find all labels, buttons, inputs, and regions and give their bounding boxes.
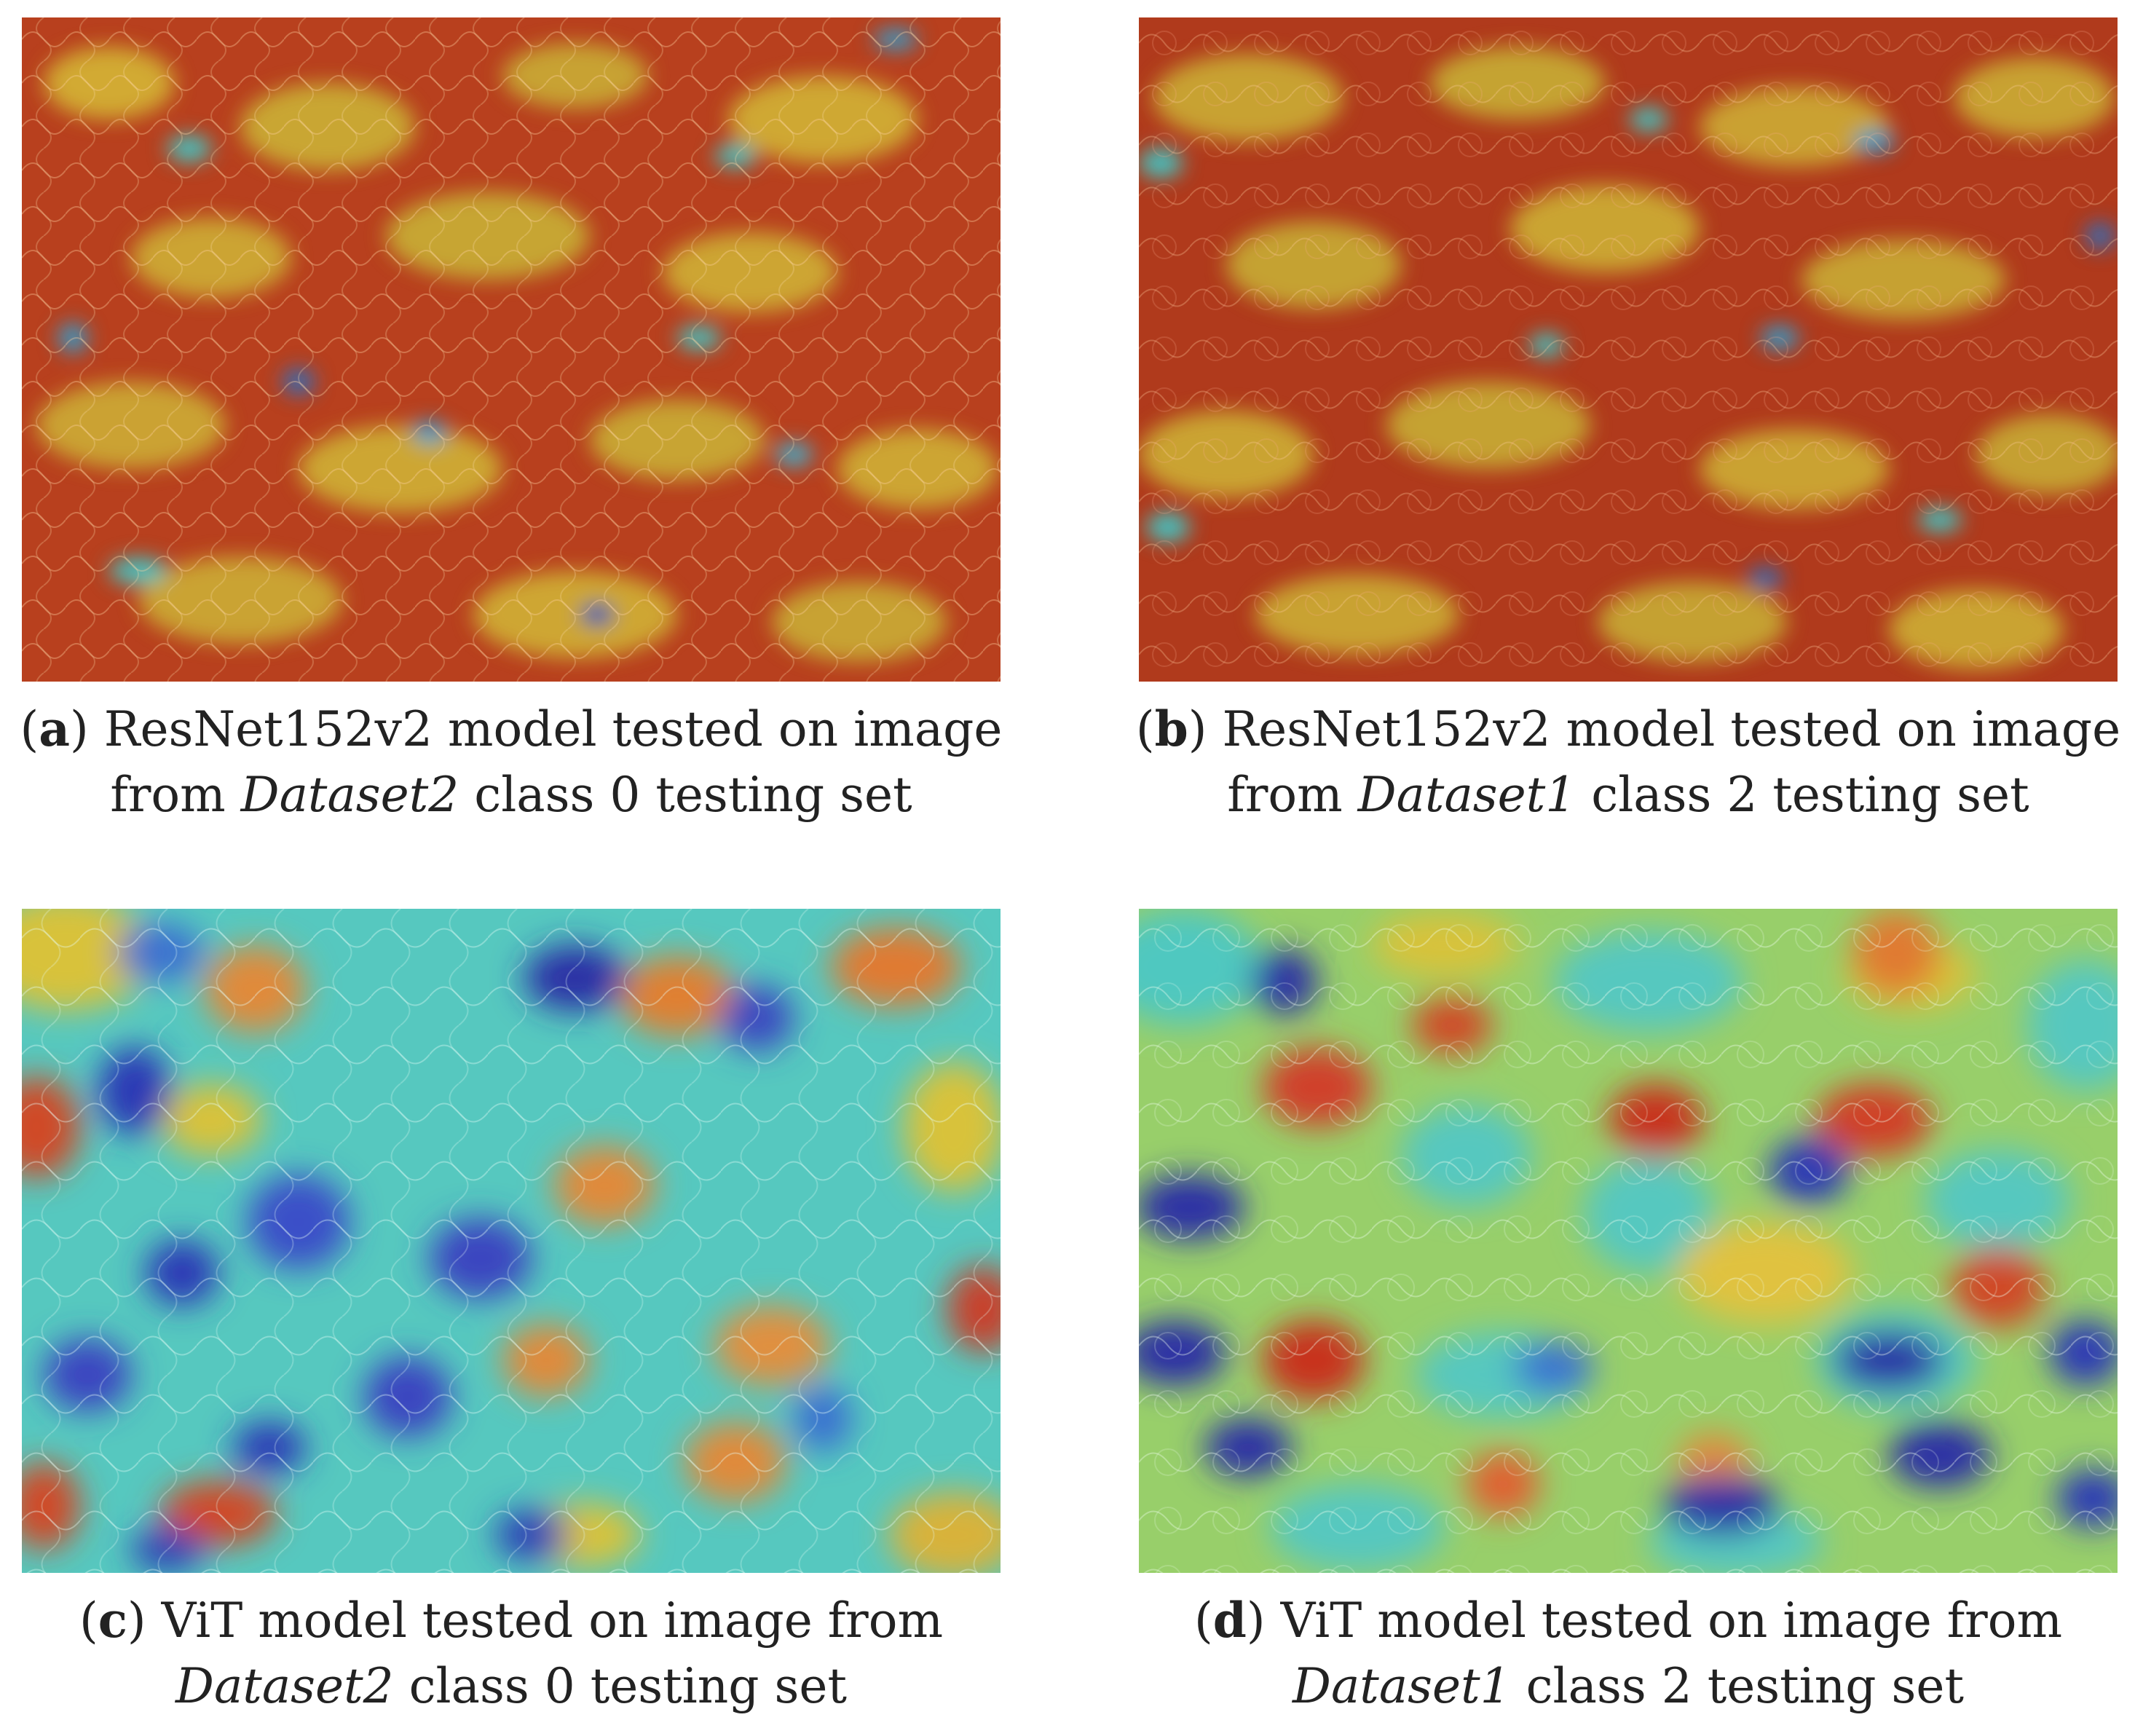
caption-d-dataset: Dataset1: [1293, 1658, 1511, 1714]
caption-c-text: ViT model tested on image from: [161, 1593, 944, 1649]
heatmap-image-b: [1139, 17, 2118, 682]
caption-a-letter: a: [39, 701, 71, 757]
heatmap-image-d: [1139, 909, 2118, 1573]
caption-b-dataset: Dataset1: [1357, 767, 1576, 823]
heatmap-image-c: [22, 909, 1001, 1573]
caption-b: (b) ResNet152v2 model tested on image fr…: [1082, 696, 2135, 828]
caption-d-letter: d: [1212, 1592, 1247, 1649]
caption-a-line-1: (a) ResNet152v2 model tested on image: [20, 701, 1003, 757]
caption-b-post: class 2 testing set: [1576, 767, 2029, 823]
caption-c-letter: c: [98, 1592, 127, 1649]
caption-a-dataset: Dataset2: [240, 767, 459, 823]
heatmap-image-a: [22, 17, 1001, 682]
caption-b-pre: from: [1227, 767, 1358, 823]
caption-c-dataset: Dataset2: [175, 1658, 394, 1714]
caption-c-post: class 0 testing set: [393, 1658, 847, 1714]
caption-b-line-1: (b) ResNet152v2 model tested on image: [1135, 701, 2121, 757]
caption-a-line-2: from Dataset2 class 0 testing set: [0, 762, 1057, 828]
caption-d-line-2: Dataset1 class 2 testing set: [1082, 1654, 2135, 1719]
caption-a-pre: from: [110, 767, 241, 823]
caption-d-post: class 2 testing set: [1510, 1658, 1964, 1714]
caption-b-letter: b: [1154, 701, 1188, 757]
caption-a: (a) ResNet152v2 model tested on image fr…: [0, 696, 1057, 828]
caption-b-text: ResNet152v2 model tested on image: [1222, 701, 2121, 757]
caption-c: (c) ViT model tested on image from Datas…: [0, 1587, 1057, 1719]
caption-d-line-1: (d) ViT model tested on image from: [1193, 1592, 2063, 1649]
caption-d: (d) ViT model tested on image from Datas…: [1082, 1587, 2135, 1719]
caption-c-line-1: (c) ViT model tested on image from: [79, 1592, 944, 1649]
caption-c-line-2: Dataset2 class 0 testing set: [0, 1654, 1057, 1719]
caption-b-line-2: from Dataset1 class 2 testing set: [1082, 762, 2135, 828]
caption-d-text: ViT model tested on image from: [1280, 1593, 2063, 1649]
caption-a-text: ResNet152v2 model tested on image: [103, 701, 1003, 757]
caption-a-post: class 0 testing set: [459, 767, 912, 823]
